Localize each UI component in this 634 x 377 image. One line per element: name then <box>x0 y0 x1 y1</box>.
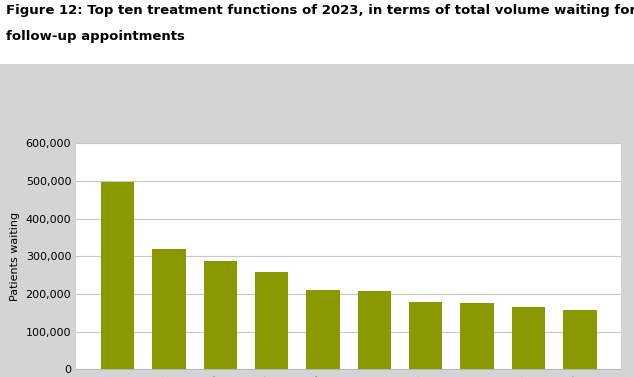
Bar <box>255 272 288 369</box>
Bar <box>563 310 597 369</box>
Text: Figure 12: Top ten treatment functions of 2023, in terms of total volume waiting: Figure 12: Top ten treatment functions o… <box>6 4 634 17</box>
Bar <box>409 302 443 369</box>
Bar <box>306 290 340 369</box>
Text: follow-up appointments: follow-up appointments <box>6 30 185 43</box>
Y-axis label: Patients waiting: Patients waiting <box>10 212 20 301</box>
Bar <box>204 261 237 369</box>
Bar <box>152 249 186 369</box>
Bar <box>512 307 545 369</box>
Bar <box>358 291 391 369</box>
Bar <box>101 182 134 369</box>
Bar <box>460 303 494 369</box>
